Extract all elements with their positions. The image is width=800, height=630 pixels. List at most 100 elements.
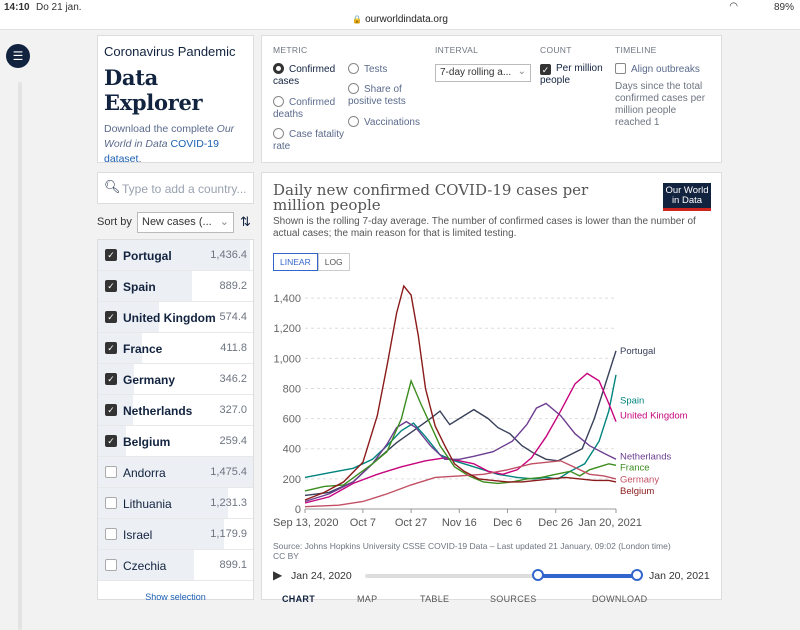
menu-list-icon[interactable]: ☰	[6, 44, 30, 68]
y-tick-label: 400	[283, 444, 301, 456]
tab-table[interactable]: TABLE	[420, 594, 450, 603]
country-name: United Kingdom	[123, 311, 216, 325]
sort-order-icon[interactable]: ⇅	[240, 214, 251, 229]
country-value: 259.4	[219, 435, 247, 447]
country-row[interactable]: Czechia 899.1	[98, 550, 253, 581]
country-name: Portugal	[123, 249, 172, 263]
x-tick-label: Dec 6	[493, 517, 522, 529]
address-bar[interactable]: 🔒 ourworldindata.org	[0, 14, 800, 30]
radio-confirmed-cases[interactable]: Confirmed cases	[273, 63, 336, 87]
country-value: 1,436.4	[210, 249, 247, 261]
radio-confirmed-deaths[interactable]: Confirmed deaths	[273, 96, 336, 120]
country-row[interactable]: ✓ France 411.8	[98, 333, 253, 364]
series-line-spain	[304, 374, 617, 480]
x-tick-label: Oct 27	[395, 517, 427, 529]
country-checkbox[interactable]	[105, 559, 117, 571]
tab-sources[interactable]: SOURCES	[490, 594, 537, 603]
series-label: United Kingdom	[620, 411, 688, 422]
country-name: Andorra	[123, 466, 166, 480]
chart-panel: Daily new confirmed COVID-19 cases per m…	[261, 172, 723, 603]
chart-source: Source: Johns Hopkins University CSSE CO…	[273, 541, 671, 561]
radio-share-positive-tests[interactable]: Share of positive tests	[348, 83, 406, 107]
country-row[interactable]: ✓ Belgium 259.4	[98, 426, 253, 457]
status-time: 14:10	[4, 2, 30, 13]
sort-select[interactable]: New cases (... ⌄	[137, 212, 234, 233]
log-scale-button[interactable]: LOG	[317, 253, 350, 271]
scrollbar[interactable]	[18, 82, 22, 630]
per-million-checkbox[interactable]: ✓ Per million people	[540, 63, 603, 86]
country-row[interactable]: Lithuania 1,231.3	[98, 488, 253, 519]
play-icon[interactable]: ▶	[273, 568, 283, 582]
linear-scale-button[interactable]: LINEAR	[273, 253, 318, 271]
download-text: Download the complete Our World in Data …	[104, 123, 235, 165]
series-line-belgium	[304, 284, 617, 501]
country-checkbox[interactable]: ✓	[105, 311, 117, 323]
series-label: Portugal	[620, 346, 655, 357]
metric-heading: METRIC	[273, 45, 308, 55]
sort-label: Sort by	[97, 216, 132, 228]
chart-tabs: CHART MAP TABLE SOURCES DOWNLOAD	[262, 593, 723, 603]
interval-select[interactable]: 7-day rolling a... ⌄	[435, 64, 531, 82]
country-search[interactable]: 🔍︎ Type to add a country...	[97, 172, 254, 204]
series-line-netherlands	[304, 402, 617, 503]
country-checkbox[interactable]: ✓	[105, 373, 117, 385]
status-battery: 89%	[773, 2, 794, 13]
country-checkbox[interactable]	[105, 466, 117, 478]
radio-tests[interactable]: Tests	[348, 63, 428, 76]
country-checkbox[interactable]	[105, 497, 117, 509]
radio-case-fatality-rate[interactable]: Case fatality rate	[273, 128, 345, 152]
line-chart[interactable]: 0 200 400 600 800 1,000 1,200 1,400 Sep 13, 2020…	[262, 273, 723, 538]
country-checkbox[interactable]: ✓	[105, 249, 117, 261]
timeline-note: Days since the total confirmed cases per…	[615, 81, 706, 128]
series-line-united-kingdom	[304, 372, 617, 504]
value-bar	[98, 519, 224, 549]
country-row[interactable]: ✓ Germany 346.2	[98, 364, 253, 395]
tab-download[interactable]: DOWNLOAD	[592, 594, 648, 603]
dataset-link[interactable]: COVID-19 dataset	[104, 138, 219, 165]
x-tick-label: Jan 20, 2021	[578, 517, 642, 529]
country-checkbox[interactable]: ✓	[105, 404, 117, 416]
status-bar: 14:10 Do 21 jan. ◠ 89%	[0, 0, 800, 14]
series-label: Spain	[620, 396, 644, 407]
value-bar	[98, 240, 250, 270]
country-value: 1,475.4	[210, 466, 247, 478]
country-row[interactable]: Andorra 1,475.4	[98, 457, 253, 488]
radio-vaccinations[interactable]: Vaccinations	[348, 116, 428, 129]
tab-chart[interactable]: CHART	[282, 594, 315, 603]
timeline-start-handle[interactable]	[532, 569, 544, 581]
checkmark-icon: ✓	[540, 64, 551, 75]
country-row[interactable]: ✓ United Kingdom 574.4	[98, 302, 253, 333]
header-subtitle: Coronavirus Pandemic	[104, 44, 236, 59]
chevron-down-icon: ⌄	[517, 66, 526, 77]
country-checkbox[interactable]: ✓	[105, 435, 117, 447]
country-checkbox[interactable]: ✓	[105, 342, 117, 354]
country-value: 327.0	[219, 404, 247, 416]
timeline-range	[538, 574, 637, 578]
interval-heading: INTERVAL	[435, 45, 479, 55]
country-row[interactable]: ✓ Spain 889.2	[98, 271, 253, 302]
chart-title: Daily new confirmed COVID-19 cases per m…	[273, 181, 589, 214]
url-text: ourworldindata.org	[365, 14, 448, 25]
country-name: Spain	[123, 280, 156, 294]
country-row[interactable]: Israel 1,179.9	[98, 519, 253, 550]
country-row[interactable]: ✓ Netherlands 327.0	[98, 395, 253, 426]
timeline-end-handle[interactable]	[631, 569, 643, 581]
chart-subtitle: Shown is the rolling 7-day average. The …	[273, 216, 696, 239]
left-strip: ☰	[0, 30, 38, 630]
country-value: 889.2	[219, 280, 247, 292]
timeline-track[interactable]	[365, 574, 637, 578]
country-checkbox[interactable]: ✓	[105, 280, 117, 292]
country-name: Belgium	[123, 435, 171, 449]
x-tick-label: Dec 26	[538, 517, 573, 529]
country-value: 899.1	[219, 559, 247, 571]
country-row[interactable]: ✓ Portugal 1,436.4	[98, 240, 253, 271]
y-tick-label: 600	[283, 414, 301, 426]
search-input[interactable]: Type to add a country...	[122, 182, 247, 196]
value-bar	[98, 457, 253, 487]
show-selection-button[interactable]: Show selection	[145, 592, 206, 600]
value-bar	[98, 488, 228, 518]
country-checkbox[interactable]	[105, 528, 117, 540]
align-outbreaks-checkbox[interactable]: Align outbreaks	[615, 63, 720, 76]
tab-map[interactable]: MAP	[357, 594, 378, 603]
owid-logo[interactable]: Our World in Data	[663, 183, 711, 211]
